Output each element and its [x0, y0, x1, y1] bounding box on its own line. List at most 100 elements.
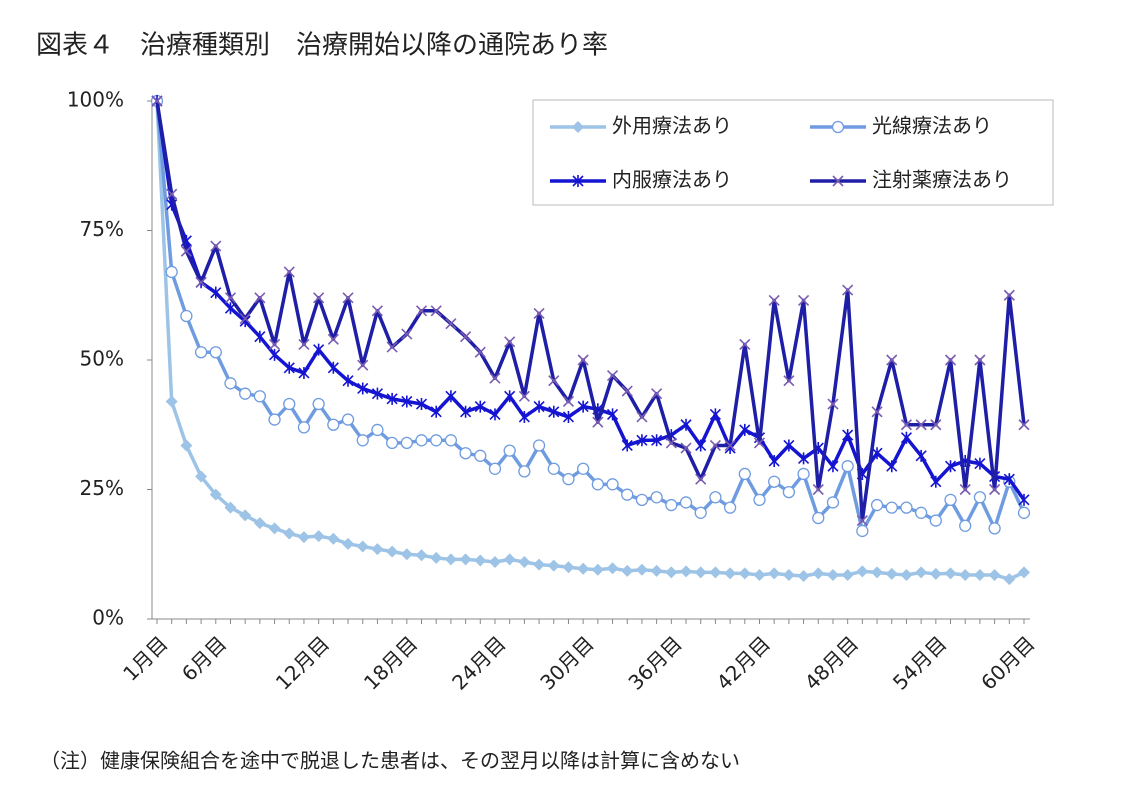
- marker: [930, 475, 942, 488]
- marker: [959, 519, 972, 532]
- marker: [444, 553, 457, 566]
- marker: [841, 568, 854, 581]
- marker: [709, 566, 722, 579]
- marker: [415, 434, 428, 447]
- marker: [400, 436, 413, 450]
- marker: [386, 392, 398, 405]
- marker: [312, 397, 325, 411]
- marker: [973, 491, 987, 504]
- marker: [283, 361, 295, 374]
- marker: [371, 543, 384, 556]
- legend-box: [532, 99, 1054, 206]
- marker: [797, 467, 810, 481]
- marker: [224, 292, 237, 304]
- marker: [944, 567, 957, 580]
- marker: [679, 496, 693, 509]
- marker: [1003, 289, 1015, 301]
- marker: [503, 553, 516, 566]
- marker: [842, 429, 854, 442]
- marker: [930, 419, 942, 431]
- marker: [357, 359, 369, 371]
- marker: [430, 405, 442, 418]
- marker: [460, 405, 472, 418]
- marker: [239, 509, 252, 522]
- marker: [577, 562, 590, 575]
- marker: [562, 472, 575, 486]
- marker: [900, 568, 913, 581]
- marker: [797, 570, 810, 583]
- marker: [371, 387, 383, 400]
- marker: [783, 439, 795, 452]
- marker: [577, 400, 589, 413]
- marker: [268, 413, 281, 426]
- marker: [606, 562, 619, 575]
- marker: [651, 434, 663, 447]
- marker: [856, 524, 869, 538]
- marker: [386, 341, 398, 353]
- marker: [356, 540, 369, 553]
- marker: [151, 95, 163, 107]
- marker: [592, 416, 604, 428]
- x-tick-label: 6月目: [177, 631, 231, 685]
- marker: [488, 556, 501, 569]
- marker: [635, 493, 649, 507]
- marker: [636, 434, 648, 447]
- marker: [239, 387, 252, 400]
- marker: [724, 567, 737, 580]
- marker: [430, 551, 443, 564]
- marker: [253, 390, 267, 403]
- marker: [832, 175, 844, 187]
- marker: [194, 346, 208, 359]
- x-tick-label: 60月目: [976, 631, 1039, 694]
- legend-label: 注射薬療法あり: [872, 168, 1012, 192]
- marker: [650, 564, 663, 577]
- marker: [827, 398, 839, 410]
- marker: [900, 501, 913, 514]
- marker: [929, 514, 942, 527]
- marker: [842, 284, 854, 296]
- marker: [327, 532, 340, 545]
- marker: [812, 567, 825, 580]
- marker: [665, 437, 677, 449]
- marker: [577, 462, 590, 475]
- marker: [944, 354, 957, 366]
- marker: [606, 408, 619, 421]
- marker: [444, 434, 458, 447]
- x-tick-label: 24月目: [447, 631, 510, 694]
- marker: [988, 522, 1001, 535]
- marker: [253, 517, 266, 530]
- marker: [533, 307, 545, 319]
- marker: [283, 527, 296, 540]
- marker: [709, 408, 721, 421]
- marker: [739, 338, 751, 351]
- marker: [572, 121, 584, 133]
- marker: [753, 493, 766, 507]
- marker: [401, 395, 413, 408]
- marker: [577, 354, 589, 366]
- marker: [768, 475, 781, 488]
- marker: [826, 568, 839, 581]
- marker: [518, 465, 531, 478]
- marker: [959, 568, 972, 581]
- marker: [401, 328, 413, 340]
- marker: [753, 437, 766, 449]
- marker: [180, 309, 193, 323]
- marker: [297, 531, 310, 544]
- marker: [826, 496, 840, 509]
- marker: [572, 175, 584, 187]
- chart-title: 図表４ 治療種類別 治療開始以降の通院あり率: [36, 31, 608, 61]
- marker: [430, 434, 443, 447]
- marker: [518, 556, 531, 569]
- marker: [841, 460, 854, 473]
- marker: [768, 455, 780, 468]
- marker: [871, 447, 883, 460]
- marker: [812, 483, 824, 496]
- marker: [533, 558, 546, 571]
- marker: [621, 385, 633, 397]
- legend-label: 内服療法あり: [612, 168, 732, 192]
- marker: [445, 318, 457, 330]
- marker: [944, 493, 957, 507]
- marker: [621, 488, 634, 501]
- marker: [504, 390, 516, 403]
- marker: [445, 390, 457, 403]
